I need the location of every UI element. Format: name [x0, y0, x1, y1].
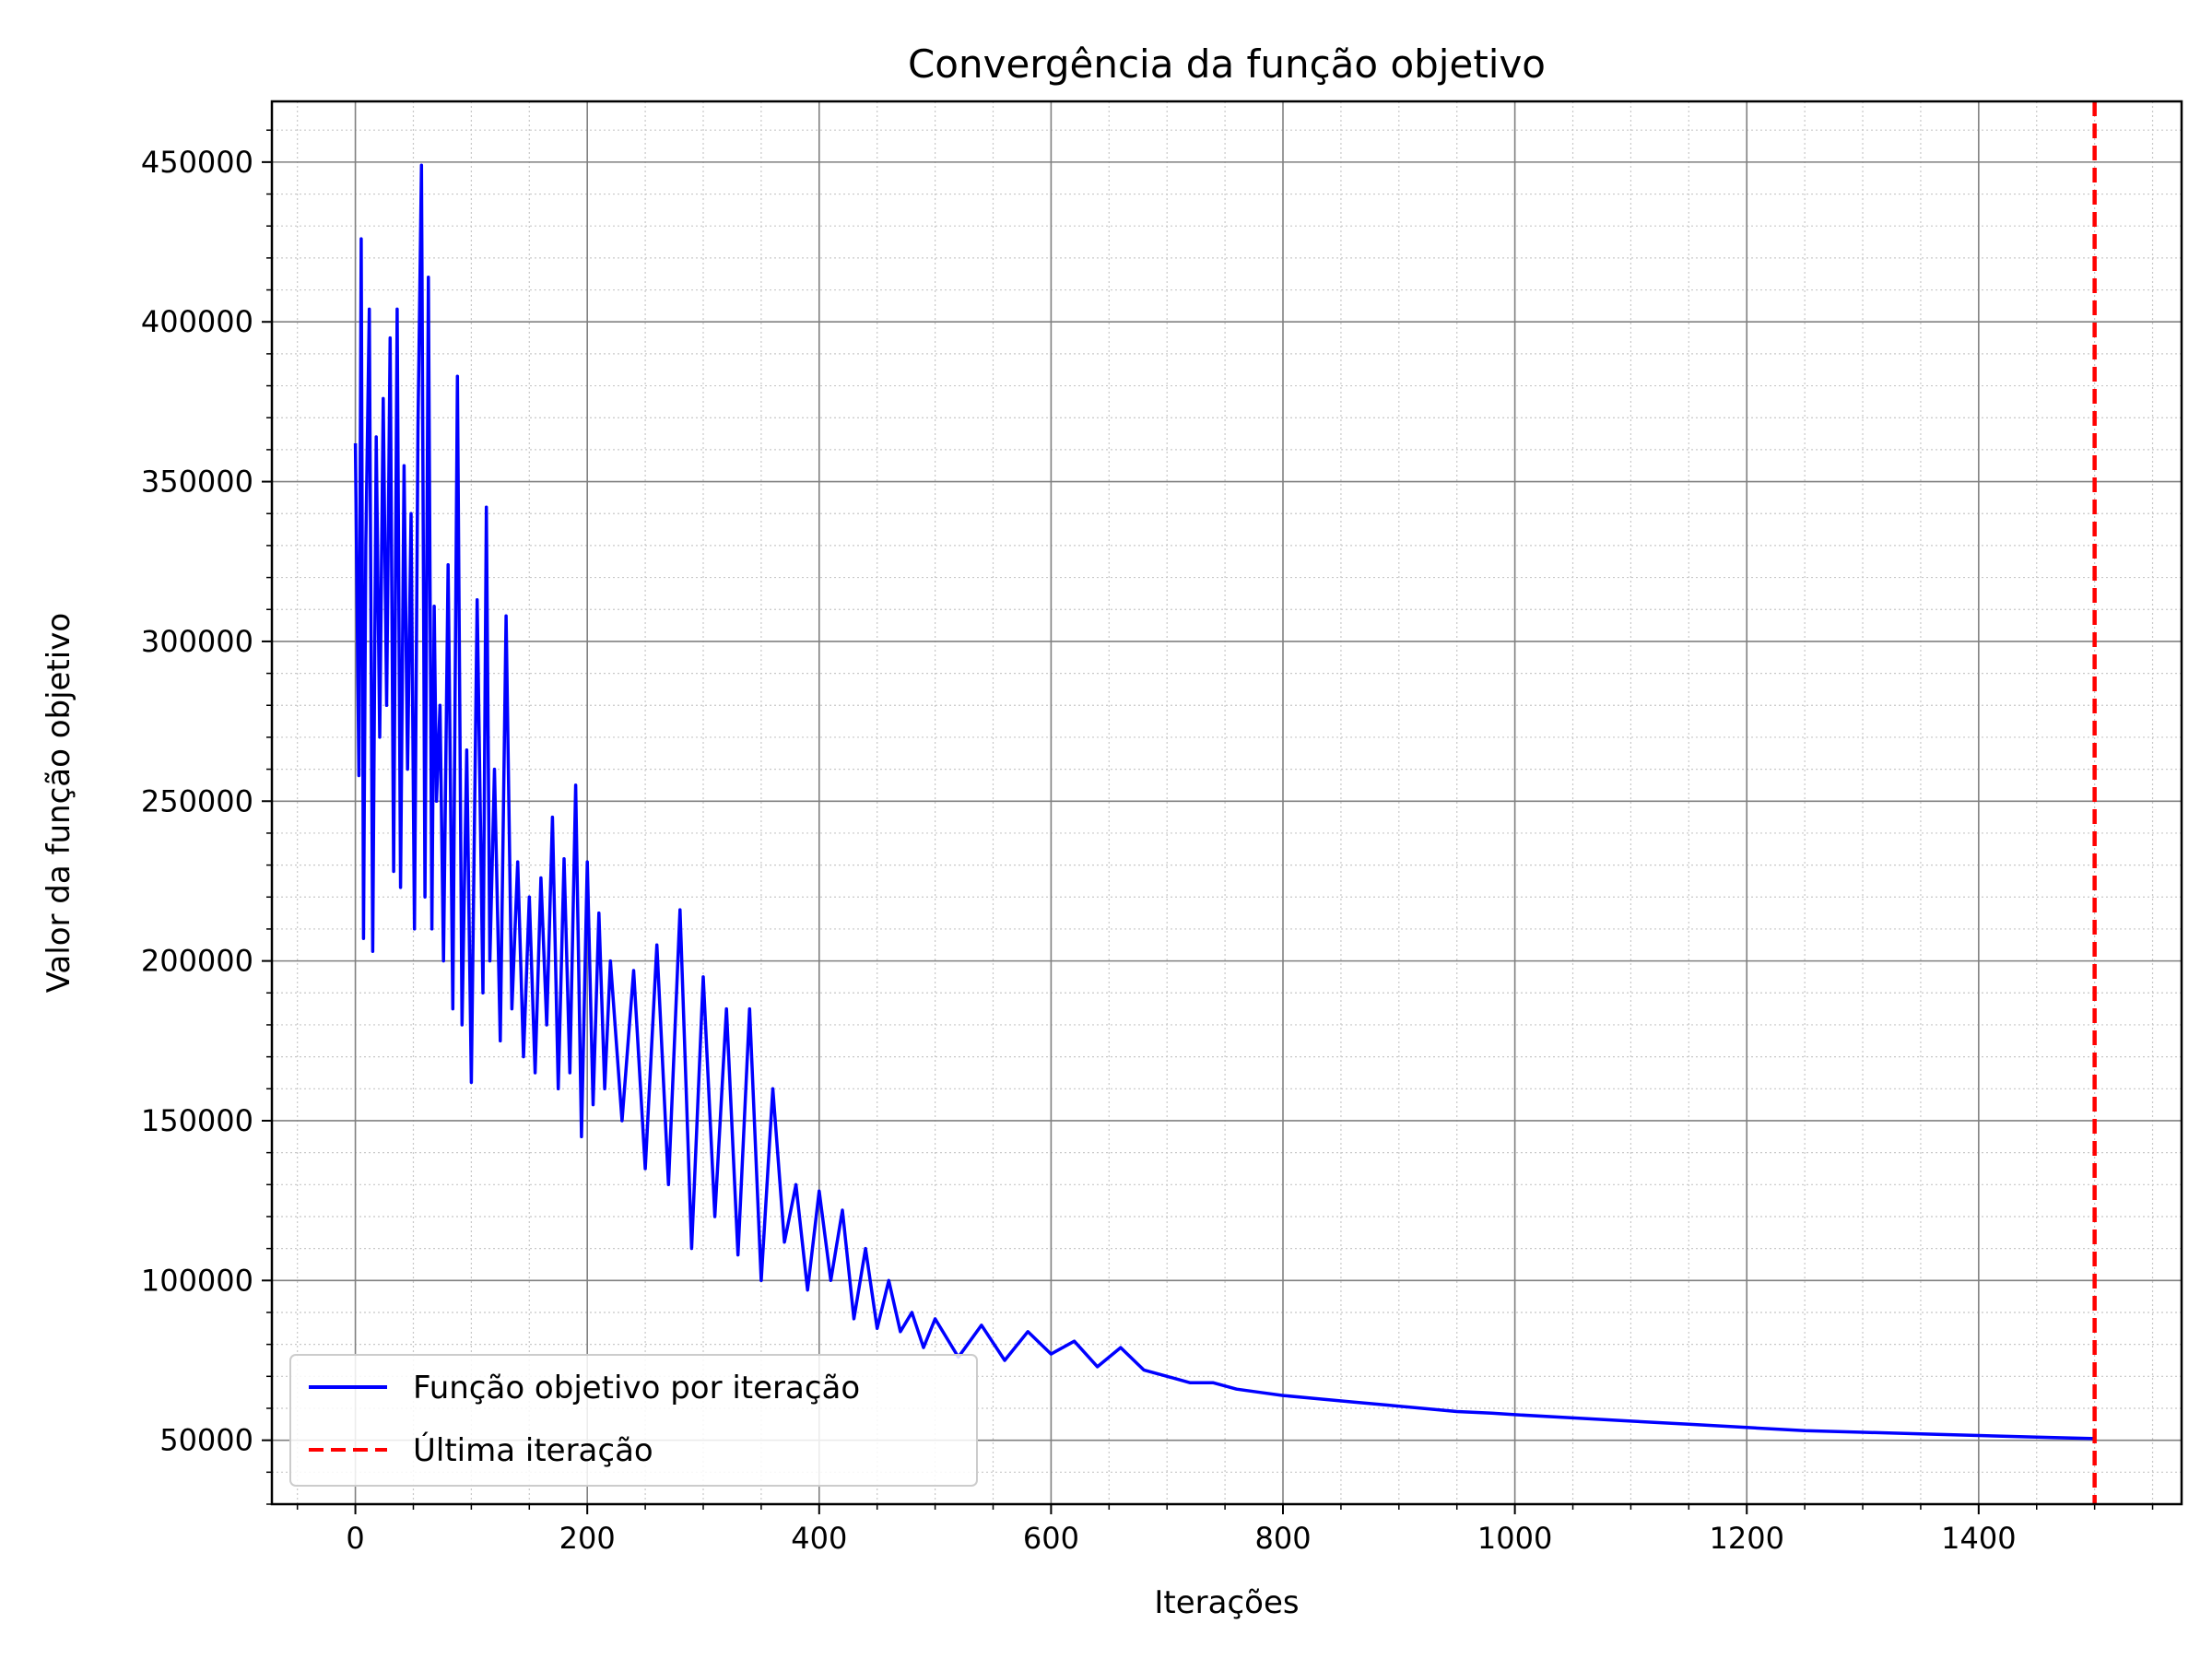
- series-line-objective: [353, 163, 2095, 1441]
- legend-label-objective: Função objetivo por iteração: [413, 1370, 860, 1406]
- y-tick-label: 350000: [141, 465, 253, 500]
- x-tick-label: 600: [1023, 1521, 1079, 1556]
- y-tick-label: 100000: [141, 1263, 253, 1298]
- y-tick-label: 450000: [141, 145, 253, 180]
- chart-title: Convergência da função objetivo: [908, 41, 1546, 87]
- legend-label-last-iteration: Última iteração: [413, 1431, 653, 1469]
- y-tick-label: 250000: [141, 783, 253, 818]
- plot-frame: [270, 100, 2183, 1506]
- y-axis-label: Valor da função objetivo: [41, 613, 77, 993]
- y-tick-label: 400000: [141, 304, 253, 339]
- y-tick-label: 150000: [141, 1103, 253, 1138]
- y-tick-label: 50000: [159, 1423, 253, 1458]
- x-tick-label: 1200: [1710, 1521, 1784, 1556]
- x-tick-label: 800: [1254, 1521, 1311, 1556]
- series-layer: [353, 101, 2097, 1504]
- x-tick-label: 0: [346, 1521, 364, 1556]
- y-tick-label: 300000: [141, 624, 253, 659]
- ticks: 0 200 400 600 800 1000 1200 1400 50000 100000 1500…: [141, 129, 2154, 1556]
- legend: Função objetivo por iteração Última iter…: [289, 1354, 978, 1487]
- x-axis-label: Iterações: [1154, 1584, 1299, 1621]
- legend-box: [289, 1354, 978, 1487]
- x-tick-label: 200: [559, 1521, 616, 1556]
- major-grid: [272, 101, 2182, 1504]
- x-tick-label: 1400: [1941, 1521, 2016, 1556]
- y-tick-label: 200000: [141, 944, 253, 979]
- x-tick-label: 400: [791, 1521, 847, 1556]
- x-tick-label: 1000: [1477, 1521, 1552, 1556]
